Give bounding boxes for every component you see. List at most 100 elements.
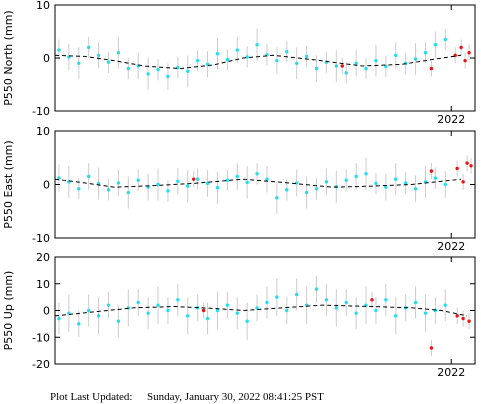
y-tick-label: 0 [43,179,50,192]
y-tick-label: -10 [32,331,50,344]
x-tick-label: 2022 [437,366,465,379]
point [245,180,249,185]
point [455,166,459,171]
point [77,61,81,65]
point [86,45,91,50]
point [465,161,469,165]
point [334,306,339,310]
point [126,190,131,195]
point [443,37,447,42]
point [423,51,428,55]
point [255,172,259,176]
point [285,188,289,192]
point [314,287,319,291]
point [186,69,190,73]
point [57,176,61,180]
point [191,177,196,181]
point [106,188,111,192]
point [443,182,447,187]
point [166,74,170,79]
point [186,184,190,188]
point [57,48,61,52]
point [374,58,378,63]
y-tick-label: 10 [36,0,50,12]
point [96,314,101,318]
model-line [54,304,468,317]
point [215,186,220,190]
point [374,181,378,186]
point [394,53,398,58]
point [413,187,418,191]
y-axis-title: P550 North (mm) [2,10,15,105]
point [186,314,190,318]
point [255,43,259,47]
point [433,43,438,47]
point [215,52,220,56]
point [344,71,348,75]
model-line [54,54,462,70]
footer-date: Sunday, January 30, 2022 08:41:25 PST [147,391,324,403]
point [176,298,180,302]
y-tick-label: 0 [43,52,50,65]
point [314,187,319,191]
point [429,169,434,173]
point [275,196,279,200]
point [235,174,239,179]
point [225,178,230,182]
point [265,300,269,305]
point [413,57,418,61]
x-tick-label: 2022 [437,240,465,253]
point [225,57,230,62]
point [370,298,374,302]
point [166,308,170,313]
point [413,300,418,305]
point [245,55,249,59]
footer-label: Plot Last Updated: [50,391,133,403]
point [344,178,348,182]
point [166,189,170,193]
point [285,49,289,54]
point [364,172,368,176]
x-tick-label: 2022 [437,113,465,126]
point [294,61,299,65]
point [195,177,200,181]
point [429,66,434,71]
point [354,61,358,65]
y-axis-title: P550 Up (mm) [2,271,15,351]
point [215,308,220,313]
y-tick-label: -20 [32,358,50,371]
point [195,58,200,63]
point [136,300,140,305]
y-axis-title: P550 East (mm) [2,140,15,228]
point [126,66,131,71]
point [265,177,269,181]
point [324,298,329,302]
point [304,190,309,195]
point [364,66,368,71]
point [57,316,61,321]
point [461,180,465,184]
point [467,51,471,55]
point [275,295,279,299]
point [77,187,81,191]
point [86,174,91,179]
point [245,319,249,323]
point [374,308,378,313]
point [255,306,259,310]
point [275,58,279,63]
point [146,311,150,315]
point [433,176,438,180]
point [394,177,398,181]
point [384,64,388,69]
point [384,298,388,302]
point [394,314,398,318]
point [116,51,121,55]
point [116,181,121,185]
point [467,319,471,323]
point [116,319,121,323]
point [156,182,160,187]
point [403,181,408,185]
point [285,308,289,313]
point [225,303,230,307]
